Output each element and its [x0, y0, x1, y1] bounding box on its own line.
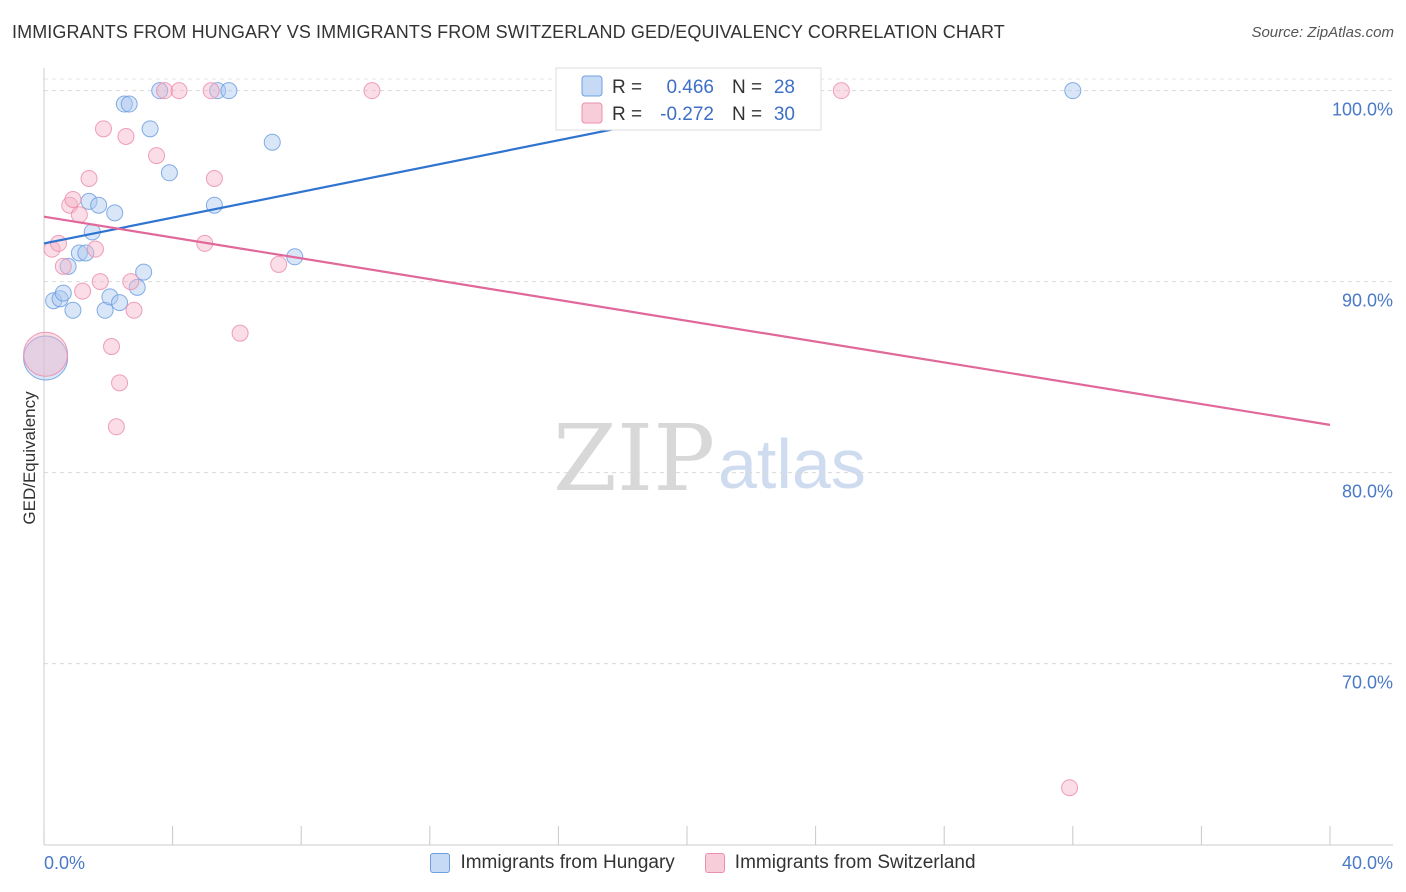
- data-point-switzerland: [1061, 779, 1079, 797]
- y-tick-label: 80.0%: [1342, 482, 1393, 502]
- data-point-hungary: [141, 120, 159, 138]
- legend-r-label-switzerland: R =: [612, 104, 642, 125]
- stats-legend: R = 0.466 N = 28 R = -0.272 N = 30: [555, 67, 822, 131]
- data-point-hungary: [101, 288, 119, 306]
- data-point-switzerland: [91, 273, 109, 291]
- legend-item-switzerland: Immigrants from Switzerland: [704, 852, 976, 874]
- legend-r-value-hungary: 0.466: [666, 77, 714, 98]
- y-tick-label: 70.0%: [1342, 673, 1393, 693]
- data-point-hungary: [160, 164, 178, 182]
- legend-swatch-switzerland: [581, 102, 603, 124]
- data-point-hungary: [106, 204, 124, 222]
- data-point-switzerland: [94, 120, 112, 138]
- trend-lines: [43, 87, 1331, 426]
- legend-r-value-switzerland: -0.272: [660, 104, 714, 125]
- data-point-switzerland: [86, 240, 104, 258]
- data-point-switzerland: [107, 418, 125, 436]
- data-point-switzerland: [148, 147, 166, 165]
- y-tick-label: 100.0%: [1332, 100, 1393, 120]
- data-point-hungary: [115, 95, 133, 113]
- legend-n-value-switzerland: 30: [774, 104, 795, 125]
- data-point-hungary: [54, 284, 72, 302]
- axes: [43, 68, 1393, 846]
- data-point-switzerland: [170, 82, 188, 100]
- data-point-switzerland: [202, 82, 220, 100]
- data-point-switzerland: [64, 191, 82, 209]
- data-point-switzerland: [74, 282, 92, 300]
- data-point-switzerland: [70, 206, 88, 224]
- legend-label-switzerland: Immigrants from Switzerland: [734, 852, 976, 873]
- chart-title: IMMIGRANTS FROM HUNGARY VS IMMIGRANTS FR…: [12, 22, 1005, 42]
- data-point-switzerland: [103, 338, 121, 356]
- data-point-hungary: [135, 263, 153, 281]
- data-point-hungary: [59, 257, 77, 275]
- data-point-switzerland: [231, 324, 249, 342]
- watermark: ZIP atlas: [553, 405, 866, 512]
- data-point-hungary: [120, 95, 138, 113]
- data-point-switzerland: [363, 82, 381, 100]
- data-point-hungary: [128, 278, 146, 296]
- y-tick-label: 90.0%: [1342, 291, 1393, 311]
- data-point-hungary: [1064, 82, 1082, 100]
- data-point-switzerland: [122, 273, 140, 291]
- data-point-hungary: [64, 301, 82, 319]
- y-axis-label: GED/Equivalency: [20, 391, 39, 525]
- data-points: [23, 82, 1082, 797]
- source-credit: Source: ZipAtlas.com: [1251, 24, 1394, 41]
- data-point-switzerland: [80, 169, 98, 187]
- x-tick-label: 0.0%: [44, 853, 85, 873]
- legend-n-label-hungary: N =: [732, 77, 762, 98]
- data-point-hungary: [263, 133, 281, 151]
- data-point-hungary: [90, 196, 108, 214]
- data-point-switzerland: [205, 169, 223, 187]
- legend-n-label-switzerland: N =: [732, 104, 762, 125]
- data-point-switzerland: [117, 127, 135, 145]
- data-point-hungary: [111, 294, 129, 312]
- data-point-hungary: [96, 301, 114, 319]
- data-point-hungary: [77, 244, 95, 262]
- gridlines: [44, 78, 1393, 665]
- data-point-hungary: [220, 82, 238, 100]
- x-tick-label: 40.0%: [1342, 853, 1393, 873]
- data-point-switzerland: [832, 82, 850, 100]
- data-point-switzerland: [156, 82, 174, 100]
- watermark-zip: ZIP: [553, 405, 715, 512]
- data-point-hungary: [151, 82, 169, 100]
- trend-line-switzerland: [43, 215, 1331, 426]
- y-tick-labels: 100.0% 90.0% 80.0% 70.0%: [1332, 100, 1393, 693]
- data-point-switzerland: [125, 301, 143, 319]
- legend-swatch-hungary-bottom: [430, 853, 451, 873]
- data-point-switzerland: [49, 234, 67, 252]
- data-point-hungary: [51, 290, 69, 308]
- watermark-atlas: atlas: [718, 425, 866, 503]
- data-point-hungary: [70, 244, 88, 262]
- series-legend: Immigrants from Hungary Immigrants from …: [0, 852, 1406, 874]
- legend-label-hungary: Immigrants from Hungary: [460, 852, 675, 873]
- data-point-switzerland: [111, 374, 129, 392]
- legend-item-hungary: Immigrants from Hungary: [430, 852, 675, 874]
- legend-swatch-hungary: [581, 75, 603, 97]
- data-point-switzerland: [270, 255, 288, 273]
- legend-n-value-hungary: 28: [774, 77, 795, 98]
- data-point-switzerland: [54, 257, 72, 275]
- legend-swatch-switzerland-bottom: [704, 853, 725, 873]
- data-point-switzerland: [23, 331, 69, 377]
- legend-r-label-hungary: R =: [612, 77, 642, 98]
- x-tick-labels: 0.0% 40.0%: [44, 853, 1393, 873]
